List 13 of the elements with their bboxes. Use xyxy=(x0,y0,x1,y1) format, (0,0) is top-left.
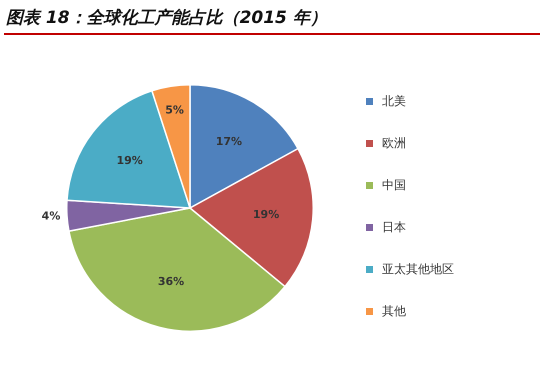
legend-label: 其他 xyxy=(382,302,406,320)
chart-title: 图表 18：全球化工产能占比（2015 年） xyxy=(6,7,327,29)
legend-label: 日本 xyxy=(382,218,406,236)
data-label: 19% xyxy=(252,208,280,222)
data-label: 5% xyxy=(165,103,184,116)
legend-label: 亚太其他地区 xyxy=(382,260,454,278)
data-label: 17% xyxy=(216,135,242,148)
legend-label: 北美 xyxy=(382,92,406,110)
legend-label: 中国 xyxy=(382,176,406,194)
legend-label: 欧洲 xyxy=(382,134,406,152)
data-label: 36% xyxy=(158,274,184,288)
data-label: 4% xyxy=(42,210,60,223)
data-label: 19% xyxy=(116,154,143,168)
